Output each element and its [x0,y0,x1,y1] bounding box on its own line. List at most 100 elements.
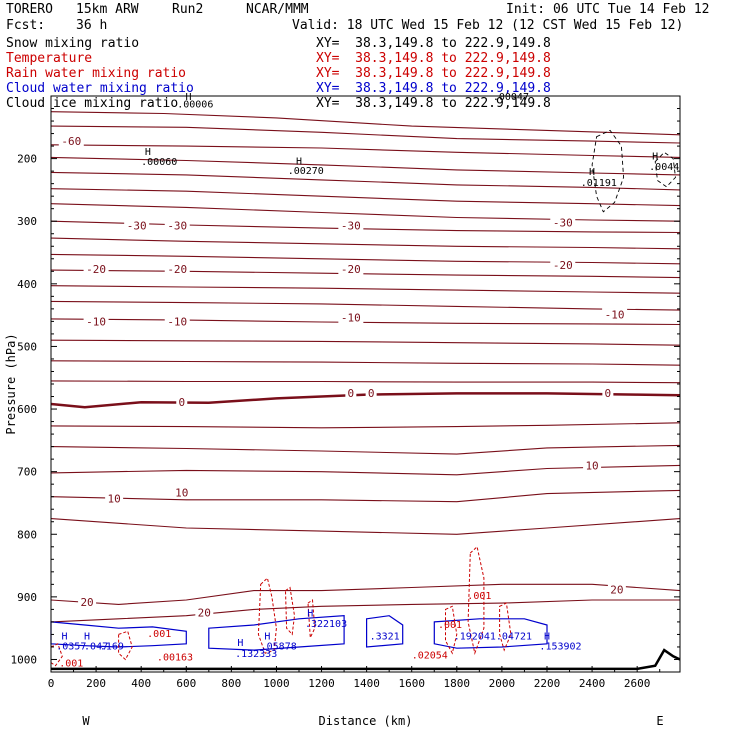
isotherm-label: -10 [86,315,106,328]
maxima-label: .02054 [412,650,448,661]
isotherm-line [50,188,681,207]
maxima-label: .00060 [141,157,177,168]
isotherm-line [50,380,681,384]
isotherm-line [50,285,681,294]
isotherm-label-bg [338,219,364,232]
cloud-ice-contour [654,151,676,188]
isotherm-line [50,300,681,311]
isotherm-label: 10 [108,493,121,506]
isotherm-label-bg [602,308,628,321]
isotherm-line [50,583,681,605]
isotherm-label-bg [345,386,357,399]
maxima-label: H [264,632,270,643]
maxima-label: .132333 [235,649,277,660]
maxima-label: .047 [84,642,108,653]
isotherm-label-bg [83,315,109,328]
isotherm-line [50,269,681,279]
y-tick-label: 600 [17,403,37,416]
y-tick-label: 800 [17,528,37,541]
isotherm-line [50,253,681,265]
y-tick-label: 400 [17,278,37,291]
rain-water-contour [257,577,277,654]
isotherm-label: 20 [80,596,93,609]
header-fcst-value: 36 h [76,18,108,33]
x-tick-label: 400 [131,677,151,690]
y-tick-label: 500 [17,340,37,353]
isotherm-label-bg [124,219,150,232]
legend-item-name: Cloud water mixing ratio [6,81,194,96]
isotherm-label: -60 [61,135,81,148]
maxima-label: H [652,151,658,162]
x-tick-label: 1800 [444,677,471,690]
y-tick-label: 200 [17,153,37,166]
maxima-label: .0044 [649,162,679,173]
isotherm-label: -20 [553,259,573,272]
isotherm-line [50,237,681,250]
isotherm-label-bg [550,216,576,229]
y-tick-label: 900 [17,591,37,604]
isotherm-label-bg [365,386,377,399]
isotherm-label: -20 [341,263,361,276]
isotherm-label-bg [607,583,626,596]
header-org: NCAR/MMM [246,2,309,17]
isotherm-label-bg [164,262,190,275]
x-tick-label: 200 [86,677,106,690]
legend-item-name: Rain water mixing ratio [6,66,187,81]
isotherm-line [50,220,681,234]
maxima-label: H [145,147,151,158]
cloud-water-contour [50,621,187,648]
x-tick-label: 1000 [263,677,290,690]
isotherm-label-bg [83,262,109,275]
x-tick-label: 800 [221,677,241,690]
isotherm-label: 0 [368,387,375,400]
isotherm-label: 10 [175,486,188,499]
isotherm-line [50,464,681,476]
isotherm-label: 20 [610,583,623,596]
rain-water-contour [307,599,316,640]
rain-water-contour [284,586,296,636]
legend-item-xy: XY= 38.3,149.8 to 222.9,149.8 [316,81,551,96]
isotherm-line [50,518,681,535]
maxima-label: .00047 [493,92,529,103]
maxima-label: .05878 [261,642,297,653]
isotherm-label: -10 [605,309,625,322]
header-init: Init: 06 UTC Tue 14 Feb 12 [506,2,710,17]
isotherm-label-bg [105,492,124,505]
isotherm-label-bg [338,262,364,275]
isotherm-line [50,171,681,191]
isotherm-label-bg [550,259,576,272]
cloud-ice-contour [591,129,625,213]
header-valid: Valid: 18 UTC Wed 15 Feb 12 (12 CST Wed … [292,18,684,33]
x-tick-label: 0 [48,677,55,690]
isotherm-line [50,422,681,429]
isotherm-line [50,599,680,623]
maxima-label: H [237,638,243,649]
isotherm-line [50,125,681,144]
maxima-label: .153902 [539,642,581,653]
isotherm-label-bg [172,486,191,499]
rain-water-contour [499,602,512,652]
isotherm-label-bg [164,219,190,232]
isotherm-label-bg [78,595,97,608]
x-tick-label: 600 [176,677,196,690]
legend-item-name: Snow mixing ratio [6,36,140,51]
header-model: TORERO [6,2,53,17]
x-tick-label: 1200 [308,677,335,690]
isotherm-line [50,339,681,346]
maxima-label: .00270 [288,166,324,177]
isotherm-label-bg [176,396,188,409]
y-tick-label: 1000 [11,653,38,666]
x-tick-label: 2000 [489,677,516,690]
maxima-label: .01191 [581,178,617,189]
maxima-label: .001 [467,591,491,602]
isotherm-label: -20 [167,263,187,276]
maxima-label: H [296,156,302,167]
isotherm-line [50,318,681,326]
isotherm-label-bg [583,459,602,472]
cloud-water-contour [366,615,404,648]
isotherm-label: 0 [178,396,185,409]
isotherm-label: -10 [167,315,187,328]
legend-item-name: Cloud ice mixing ratio [6,96,179,111]
maxima-label: .3321 [370,632,400,643]
isotherm-label: -30 [341,220,361,233]
